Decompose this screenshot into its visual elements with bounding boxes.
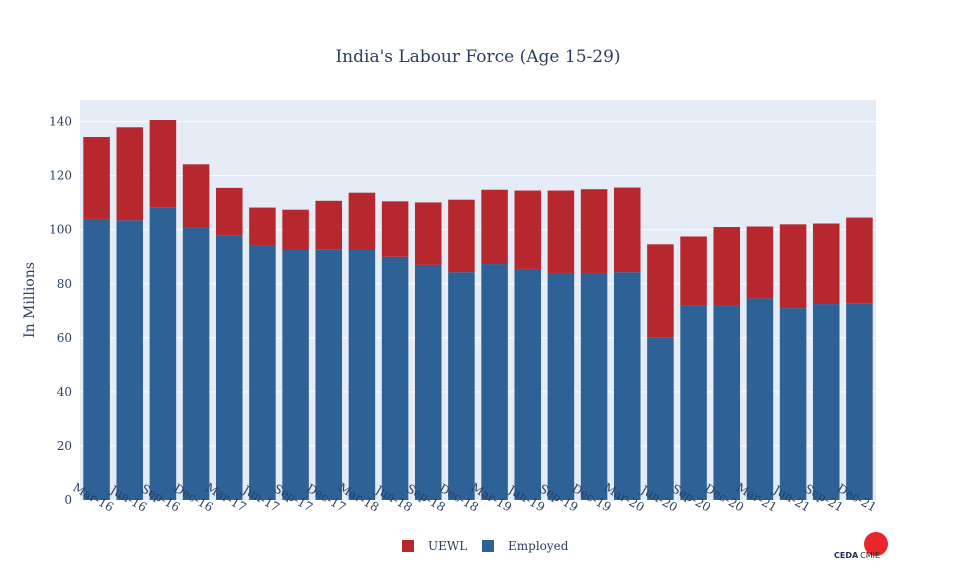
bar-employed[interactable] (414, 264, 442, 500)
bar-employed[interactable] (149, 207, 177, 500)
brand-ceda-text: CEDA (834, 551, 859, 560)
bar-uewl[interactable] (315, 200, 343, 250)
y-tick-label: 140 (49, 115, 72, 129)
y-tick-label: 120 (49, 169, 72, 183)
brand-logo-icon (864, 532, 888, 556)
bar-employed[interactable] (846, 303, 873, 500)
legend[interactable]: UEWL Employed (402, 539, 569, 553)
bar-uewl[interactable] (647, 244, 674, 338)
plot-area (80, 100, 876, 500)
bar-employed[interactable] (713, 305, 741, 500)
brand-logo: CEDA CMIE (834, 532, 894, 568)
bar-employed[interactable] (83, 218, 110, 500)
bar-employed[interactable] (348, 250, 376, 500)
bar-employed[interactable] (448, 272, 475, 500)
bar-uewl[interactable] (116, 127, 144, 221)
bar-uewl[interactable] (381, 201, 409, 257)
bar-uewl[interactable] (846, 217, 873, 304)
bar-uewl[interactable] (680, 236, 707, 306)
bar-uewl[interactable] (779, 224, 807, 309)
bar-employed[interactable] (282, 250, 309, 500)
brand-cmie-text: CMIE (860, 551, 881, 560)
legend-label-employed[interactable]: Employed (508, 539, 569, 553)
legend-label-uewl[interactable]: UEWL (428, 539, 467, 553)
bar-employed[interactable] (613, 272, 641, 500)
bar-employed[interactable] (514, 268, 542, 500)
bar-employed[interactable] (779, 308, 807, 500)
bar-uewl[interactable] (812, 223, 840, 305)
bar-uewl[interactable] (547, 190, 575, 273)
chart-title: India's Labour Force (Age 15-29) (335, 47, 620, 67)
bar-uewl[interactable] (348, 192, 376, 250)
bar-uewl[interactable] (83, 137, 110, 219)
legend-swatch-uewl[interactable] (402, 540, 414, 552)
bar-employed[interactable] (215, 235, 243, 500)
bar-employed[interactable] (547, 272, 575, 500)
y-tick-label: 20 (57, 439, 72, 453)
bar-employed[interactable] (481, 264, 508, 500)
gridlines (80, 121, 876, 447)
y-tick-label: 60 (57, 331, 72, 345)
bar-uewl[interactable] (215, 187, 243, 236)
bar-employed[interactable] (580, 272, 608, 500)
bar-uewl[interactable] (746, 226, 774, 299)
bar-employed[interactable] (381, 256, 409, 500)
bar-uewl[interactable] (182, 164, 210, 228)
bar-uewl[interactable] (613, 187, 641, 273)
bar-employed[interactable] (680, 305, 707, 500)
bar-employed[interactable] (812, 304, 840, 500)
bar-uewl[interactable] (580, 189, 608, 273)
bar-employed[interactable] (116, 220, 144, 500)
bar-employed[interactable] (746, 298, 774, 500)
y-axis-title: In Millions (22, 262, 38, 338)
bars-group (83, 120, 873, 500)
bar-uewl[interactable] (481, 189, 508, 265)
bar-employed[interactable] (315, 249, 343, 500)
brand-logo-text: CEDA CMIE (834, 551, 880, 560)
y-tick-label: 40 (57, 385, 72, 399)
legend-swatch-employed[interactable] (482, 540, 494, 552)
y-tick-label: 0 (64, 493, 72, 507)
bar-uewl[interactable] (414, 202, 442, 265)
y-tick-label: 100 (49, 223, 72, 237)
bar-uewl[interactable] (713, 227, 741, 306)
bar-uewl[interactable] (282, 209, 309, 250)
bar-uewl[interactable] (249, 207, 276, 246)
bar-employed[interactable] (647, 337, 674, 500)
y-tick-label: 80 (57, 277, 72, 291)
bar-employed[interactable] (182, 227, 210, 500)
bar-uewl[interactable] (149, 120, 177, 208)
y-axis-ticks: 0 20 40 60 80 100 120 140 (49, 115, 72, 507)
bar-employed[interactable] (249, 245, 276, 500)
bar-uewl[interactable] (448, 199, 475, 273)
bar-uewl[interactable] (514, 190, 542, 269)
